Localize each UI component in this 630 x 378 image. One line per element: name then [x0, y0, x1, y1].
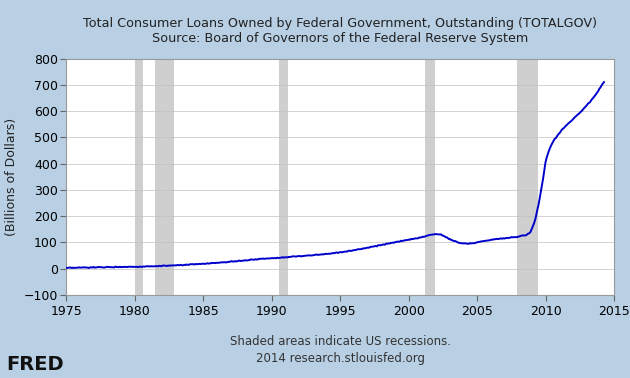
Text: Source: Board of Governors of the Federal Reserve System: Source: Board of Governors of the Federa… — [152, 32, 529, 45]
Bar — [135, 59, 143, 295]
Bar — [155, 59, 175, 295]
Text: 2014 research.stlouisfed.org: 2014 research.stlouisfed.org — [256, 352, 425, 365]
Bar — [278, 59, 288, 295]
Y-axis label: (Billions of Dollars): (Billions of Dollars) — [5, 118, 18, 236]
Bar — [425, 59, 435, 295]
Text: Shaded areas indicate US recessions.: Shaded areas indicate US recessions. — [230, 335, 450, 347]
Text: Total Consumer Loans Owned by Federal Government, Outstanding (TOTALGOV): Total Consumer Loans Owned by Federal Go… — [83, 17, 597, 30]
Bar — [517, 59, 537, 295]
Text: FRED: FRED — [6, 355, 64, 374]
